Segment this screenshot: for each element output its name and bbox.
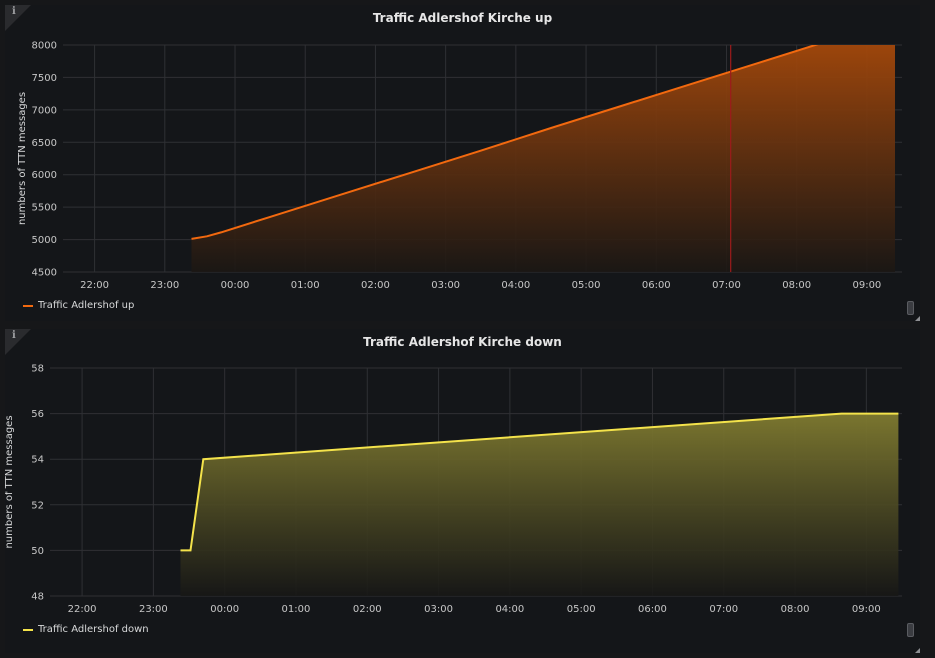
x-tick-label: 08:00 <box>782 280 811 291</box>
y-tick-label: 7500 <box>32 73 57 84</box>
legend[interactable]: Traffic Adlershof up <box>23 300 134 311</box>
legend[interactable]: Traffic Adlershof down <box>23 624 149 635</box>
x-tick-label: 09:00 <box>852 604 881 615</box>
x-tick-label: 22:00 <box>80 280 109 291</box>
x-tick-label: 01:00 <box>291 280 320 291</box>
y-tick-label: 5000 <box>32 235 57 246</box>
x-tick-label: 05:00 <box>572 280 601 291</box>
panel-corner[interactable] <box>5 5 31 31</box>
panel-corner[interactable] <box>5 329 31 355</box>
y-tick-label: 4500 <box>32 268 57 279</box>
y-tick-label: 48 <box>31 592 44 603</box>
x-tick-label: 03:00 <box>431 280 460 291</box>
y-tick-label: 58 <box>31 364 44 375</box>
legend-swatch <box>23 304 33 307</box>
y-tick-label: 54 <box>31 455 44 466</box>
x-tick-label: 01:00 <box>282 604 311 615</box>
scrollbar[interactable] <box>907 301 914 315</box>
legend-label[interactable]: Traffic Adlershof up <box>38 300 135 311</box>
series-line <box>191 45 819 240</box>
legend-label[interactable]: Traffic Adlershof down <box>38 624 149 635</box>
panel-title[interactable]: Traffic Adlershof Kirche down <box>363 335 562 349</box>
scrollbar[interactable] <box>907 623 914 637</box>
panel-traffic-down: i Traffic Adlershof Kirche down 48 50 52 54… <box>5 329 920 653</box>
x-tick-label: 03:00 <box>424 604 453 615</box>
x-tick-label: 22:00 <box>68 604 97 615</box>
x-tick-label: 23:00 <box>150 280 179 291</box>
x-tick-label: 07:00 <box>712 280 741 291</box>
chart-traffic-up[interactable]: 4500 5000 5500 6000 6500 7000 7500 8000 22:00 23:… <box>5 5 920 321</box>
info-icon[interactable]: i <box>12 6 16 17</box>
x-tick-label: 08:00 <box>781 604 810 615</box>
y-tick-label: 56 <box>31 409 44 420</box>
series-line <box>180 412 899 552</box>
y-tick-label: 7000 <box>32 105 57 116</box>
x-tick-label: 02:00 <box>361 280 390 291</box>
y-tick-label: 6000 <box>32 170 57 181</box>
x-tick-label: 23:00 <box>139 604 168 615</box>
x-tick-label: 09:00 <box>852 280 881 291</box>
y-axis-label: numbers of TTN messages <box>5 415 15 548</box>
panel-traffic-up: i Traffic Adlershof Kirche up 4500 5000 55… <box>5 5 920 321</box>
resize-handle[interactable] <box>915 648 920 653</box>
y-tick-label: 52 <box>31 500 44 511</box>
legend-swatch <box>23 628 33 631</box>
x-tick-label: 02:00 <box>353 604 382 615</box>
y-tick-label: 6500 <box>32 138 57 149</box>
y-tick-label: 5500 <box>32 203 57 214</box>
x-tick-label: 07:00 <box>709 604 738 615</box>
series-area <box>191 45 895 272</box>
x-tick-label: 06:00 <box>638 604 667 615</box>
resize-handle[interactable] <box>915 316 920 321</box>
y-tick-label: 50 <box>31 546 44 557</box>
series-area <box>180 413 899 596</box>
panel-title[interactable]: Traffic Adlershof Kirche up <box>372 11 553 25</box>
x-tick-label: 06:00 <box>642 280 671 291</box>
x-tick-label: 00:00 <box>221 280 250 291</box>
x-tick-label: 04:00 <box>495 604 524 615</box>
chart-traffic-down[interactable]: 48 50 52 54 56 58 22:00 23:00 00:00 01:00 02:00 03:… <box>5 329 920 653</box>
x-tick-label: 04:00 <box>501 280 530 291</box>
info-icon[interactable]: i <box>12 330 16 341</box>
y-tick-label: 8000 <box>32 41 57 52</box>
y-axis-label: numbers of TTN messages <box>17 92 28 225</box>
x-tick-label: 05:00 <box>567 604 596 615</box>
x-tick-label: 00:00 <box>210 604 239 615</box>
